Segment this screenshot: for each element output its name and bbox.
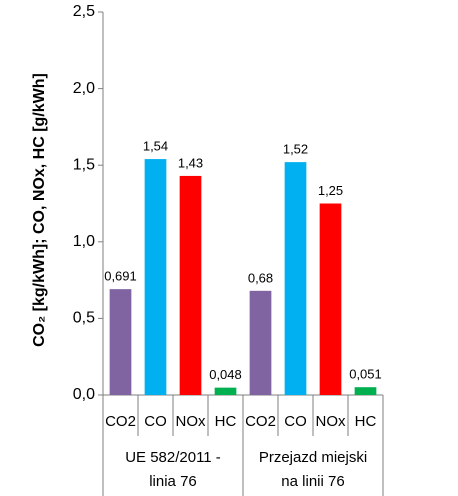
bar [144, 159, 167, 395]
value-label: 1,52 [283, 142, 308, 157]
bar [179, 175, 202, 395]
x-tick-label: NOx [176, 413, 207, 430]
bar [284, 162, 307, 395]
x-tick-label: CO [144, 413, 167, 430]
group-label: Przejazd miejski [259, 449, 367, 466]
value-label: 0,051 [349, 367, 382, 382]
x-tick-label: HC [355, 413, 377, 430]
x-tick-label: CO [284, 413, 307, 430]
bar [249, 290, 272, 395]
bar [214, 387, 237, 395]
y-axis-title: CO₂ [kg/kWh]; CO, NOx, HC [g/kWh] [31, 73, 48, 347]
x-tick-label: CO2 [245, 413, 276, 430]
group-label: UE 582/2011 - [125, 449, 221, 466]
y-tick-label: 1,5 [73, 156, 95, 173]
y-tick-label: 2,0 [73, 80, 95, 97]
bar [109, 289, 132, 395]
value-label: 0,691 [104, 269, 137, 284]
x-tick-label: NOx [316, 413, 347, 430]
x-tick-label: CO2 [105, 413, 136, 430]
value-label: 1,54 [143, 139, 168, 154]
value-label: 0,68 [248, 270, 273, 285]
bar [319, 203, 342, 395]
value-label: 0,048 [209, 367, 242, 382]
bar [354, 387, 377, 395]
y-tick-label: 2,5 [73, 3, 95, 20]
y-tick-label: 0,0 [73, 386, 95, 403]
x-tick-label: HC [215, 413, 237, 430]
y-tick-label: 1,0 [73, 233, 95, 250]
value-label: 1,25 [318, 183, 343, 198]
y-tick-label: 0,5 [73, 310, 95, 327]
value-label: 1,43 [178, 155, 203, 170]
group-label: na linii 76 [281, 473, 344, 490]
group-label: linia 76 [149, 473, 197, 490]
